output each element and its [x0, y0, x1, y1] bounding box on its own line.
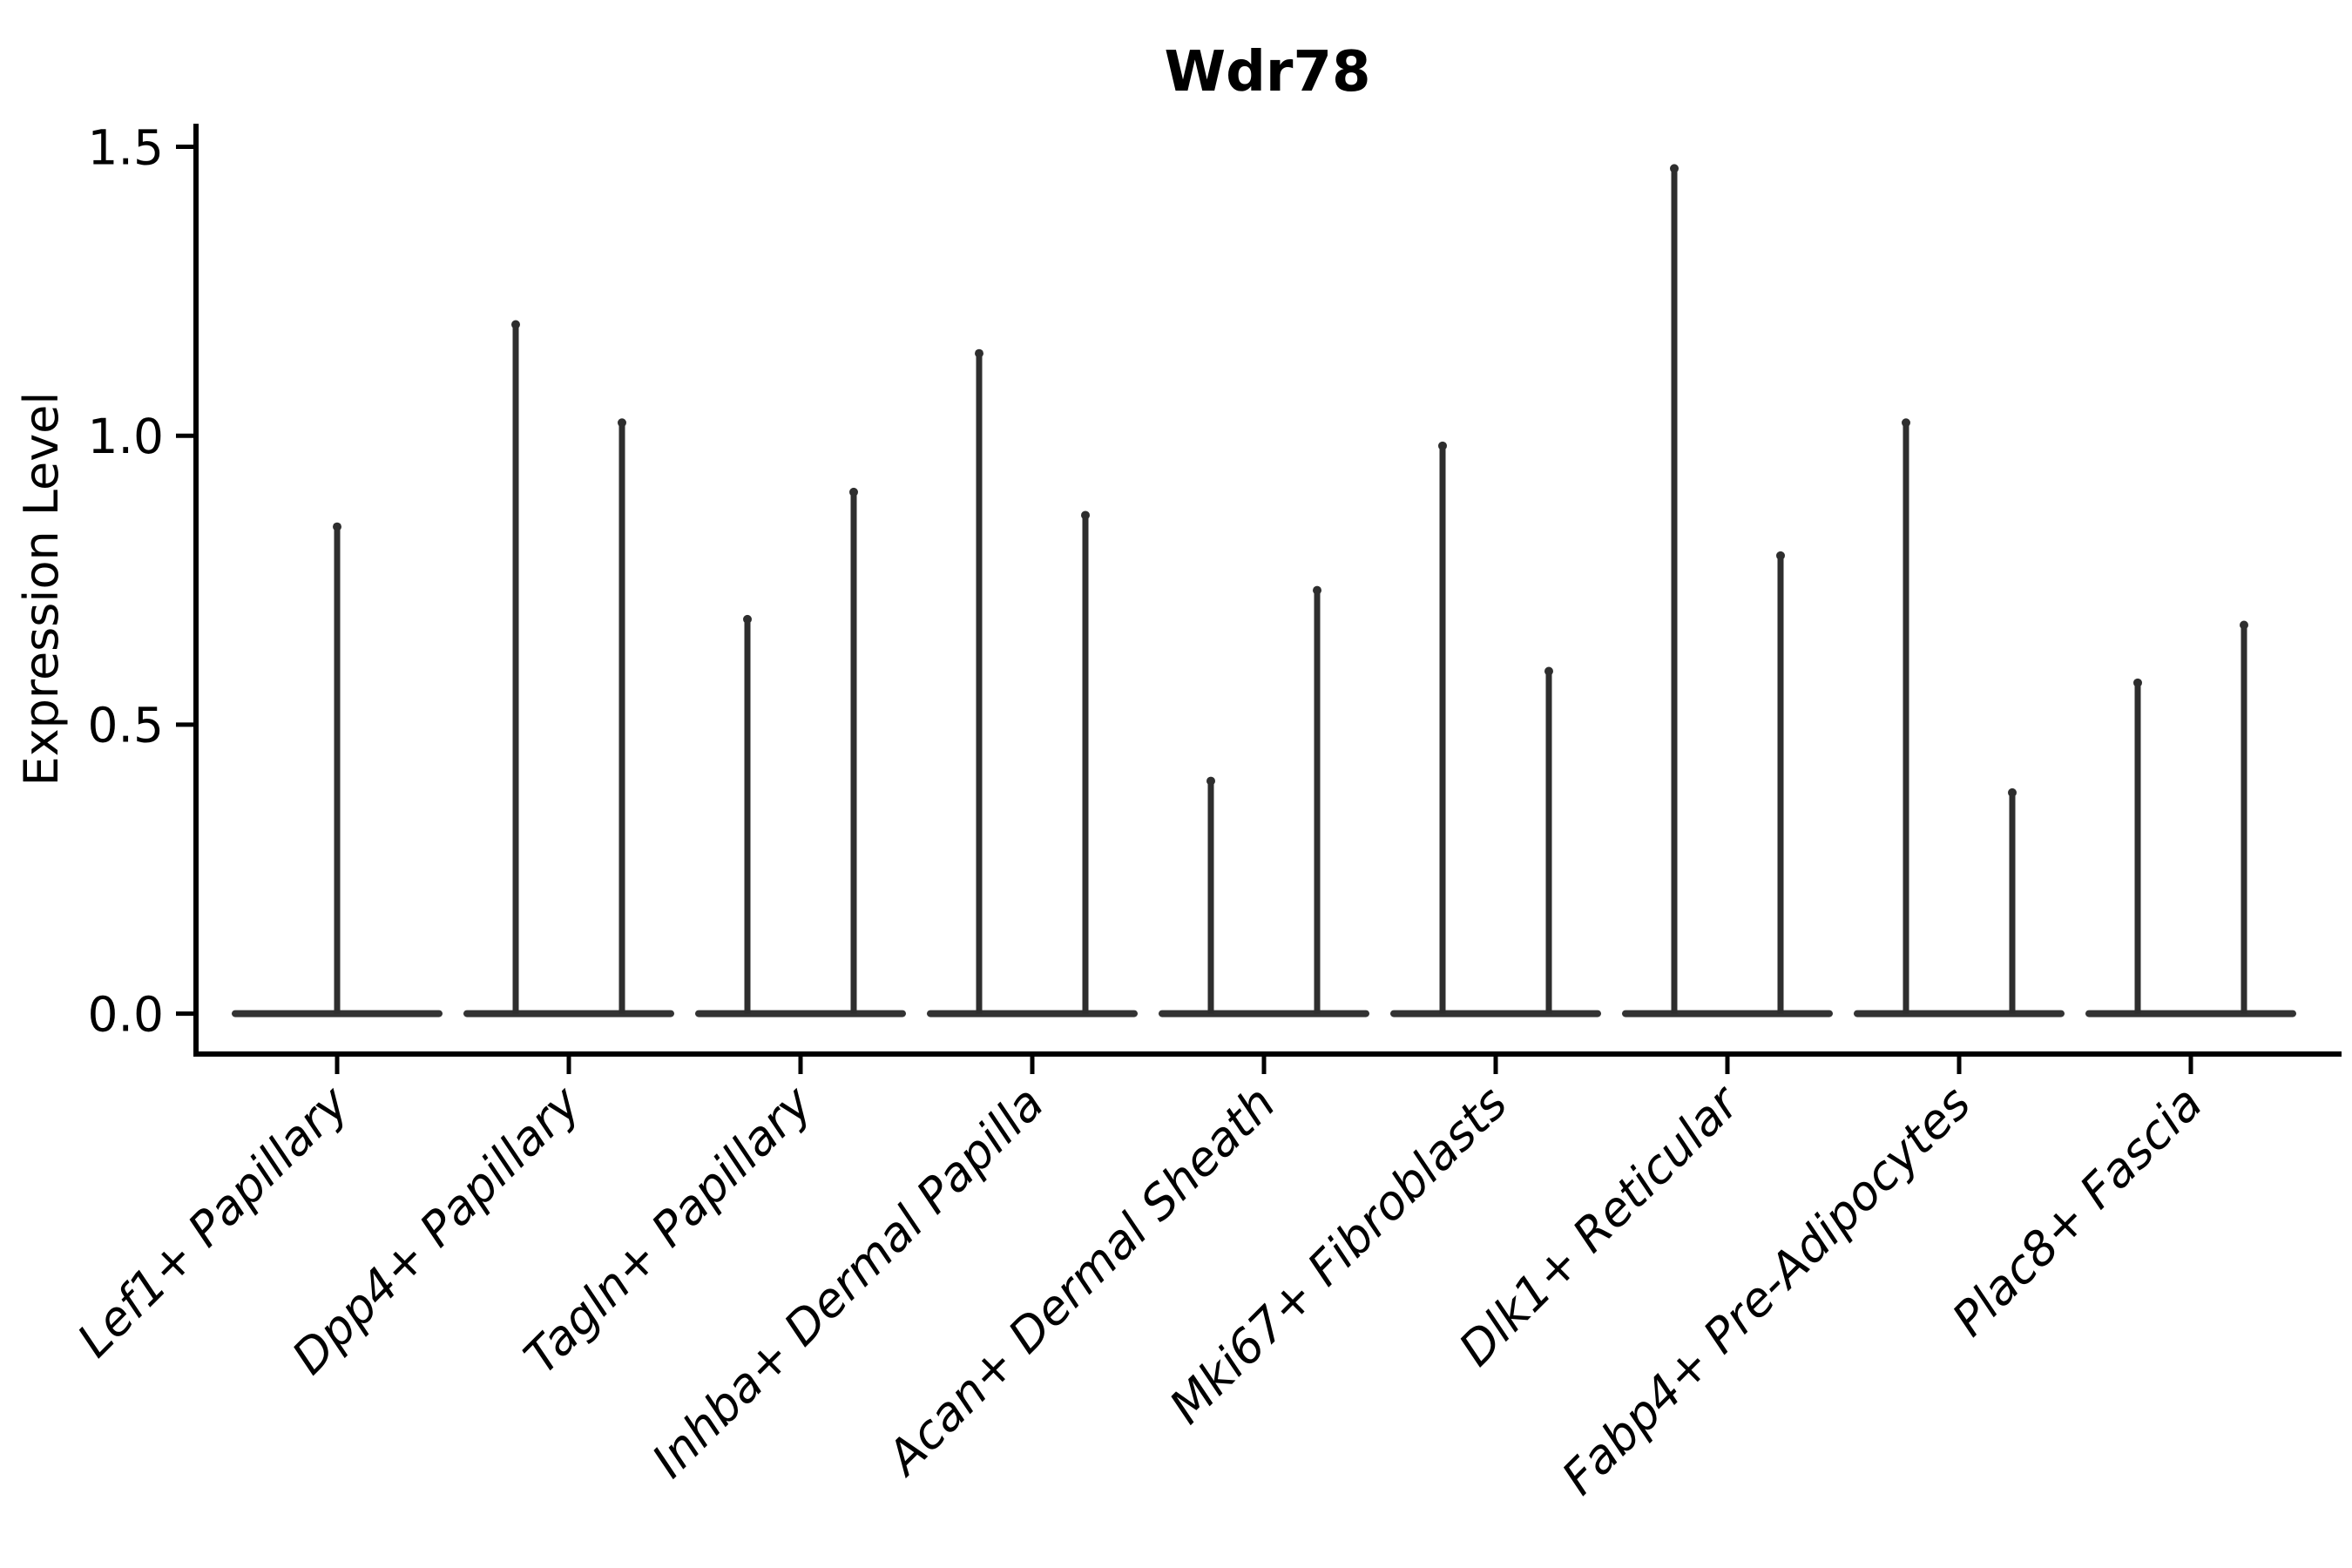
- violins: [232, 164, 2296, 1017]
- x-tick-label: Fabp4+ Pre-Adipocytes: [1551, 1076, 1981, 1505]
- x-tick-label: Plac8+ Fascia: [1942, 1076, 2213, 1347]
- plot-title: Wdr78: [1164, 40, 1370, 105]
- violin-spike-cap: [2008, 787, 2017, 797]
- violin-spike-cap: [2240, 620, 2248, 630]
- violin-spike-cap: [1902, 418, 1910, 428]
- axes: [193, 124, 2342, 1057]
- violin-spike-cap: [1438, 441, 1447, 450]
- violin-spike-cap: [618, 418, 626, 428]
- y-tick-label: 1.5: [88, 119, 164, 175]
- y-axis-label: Expression Level: [14, 392, 69, 787]
- violin-spike-cap: [2133, 678, 2142, 687]
- y-axis-ticks: 0.0 0.5 1.0 1.5: [88, 119, 196, 1042]
- violin-group: [232, 522, 443, 1017]
- violin-spike-cap: [1206, 776, 1215, 786]
- violin-spike-cap: [849, 487, 858, 497]
- violin-group: [927, 348, 1138, 1017]
- violin-group: [463, 320, 674, 1017]
- violin-group: [1159, 585, 1369, 1017]
- y-tick-label: 1.0: [88, 409, 164, 464]
- x-tick-label: Inhba+ Dermal Papilla: [641, 1076, 1054, 1489]
- violin-group: [2085, 620, 2296, 1017]
- violin-spike-cap: [333, 522, 341, 531]
- violin-group: [1390, 441, 1601, 1017]
- violin-spike-cap: [511, 320, 520, 329]
- y-tick-label: 0.5: [88, 698, 164, 754]
- violin-spike-cap: [1313, 585, 1321, 595]
- violin-spike-cap: [1776, 551, 1785, 560]
- violin-group: [1622, 164, 1833, 1017]
- violin-spike-cap: [1670, 164, 1679, 173]
- violin-spike-cap: [975, 348, 983, 358]
- violin-spike-cap: [743, 614, 752, 624]
- violin-spike-cap: [1544, 666, 1553, 676]
- violin-group: [695, 487, 906, 1017]
- violin-group: [1854, 418, 2065, 1017]
- x-tick-label: Acan+ Dermal Sheath: [875, 1076, 1286, 1487]
- y-tick-label: 0.0: [88, 986, 164, 1042]
- violin-spike-cap: [1081, 510, 1090, 520]
